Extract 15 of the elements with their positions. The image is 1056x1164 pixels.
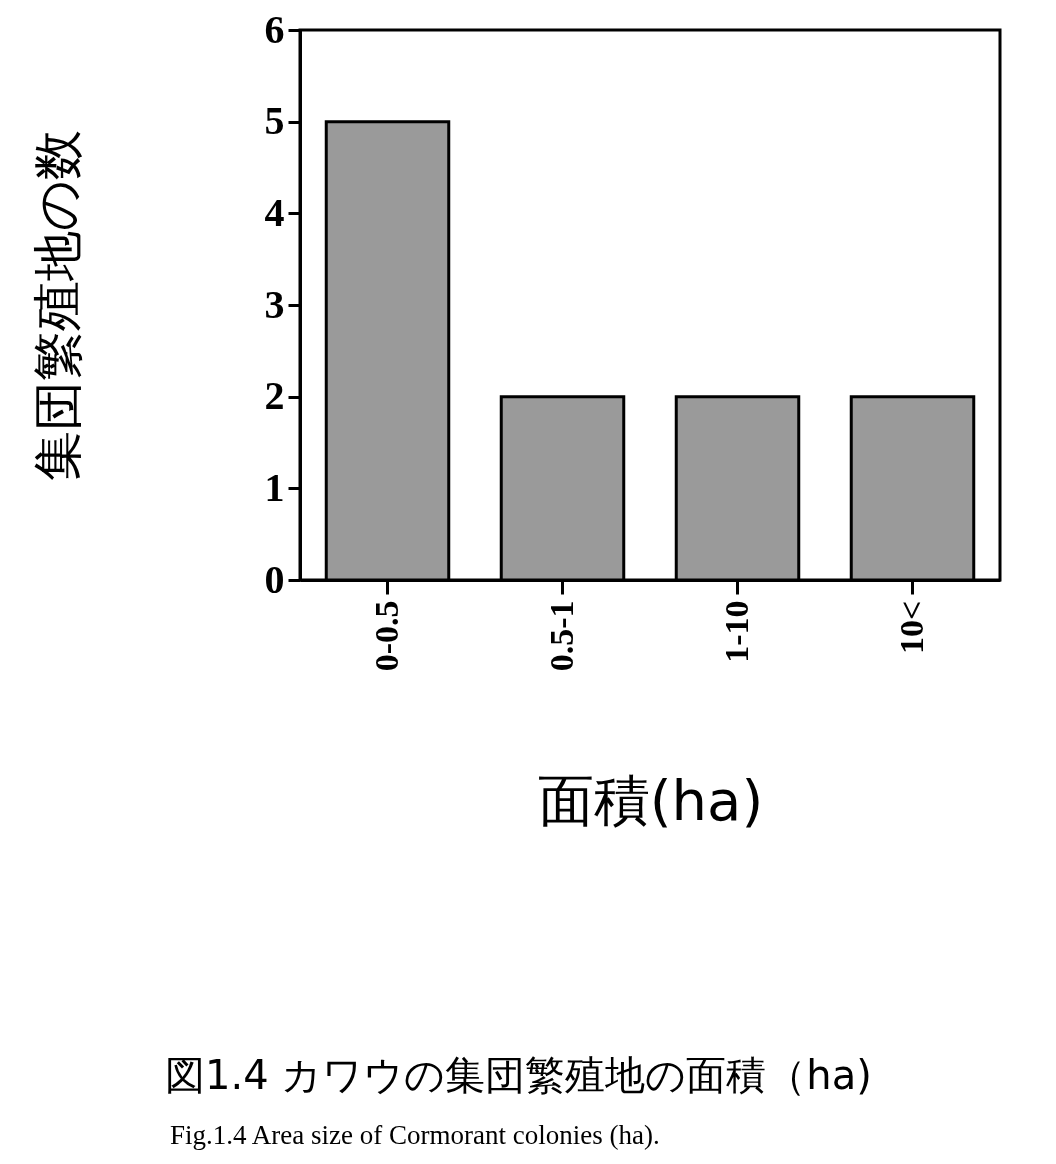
caption: Fig.1.4 Area size of Cormorant colonies (ha).: [170, 1120, 660, 1151]
caption: 図1.4 カワウの集団繁殖地の面積（ha): [165, 1051, 872, 1100]
x-axis-title: 面積(ha): [537, 768, 764, 834]
y-tick-label: 6: [264, 6, 285, 52]
y-axis-title: 集団繁殖地の数: [28, 130, 87, 481]
x-tick-label: 10<: [892, 600, 930, 654]
y-tick-label: 0: [264, 556, 285, 602]
x-tick-label: 1-10: [717, 600, 755, 663]
x-tick-label: 0.5-1: [542, 600, 580, 672]
y-tick-label: 1: [264, 464, 285, 510]
y-tick-label: 4: [264, 189, 285, 235]
y-tick-label: 5: [264, 98, 285, 144]
x-tick-label: 0-0.5: [367, 600, 405, 672]
y-tick-label: 3: [264, 281, 285, 327]
y-tick-label: 2: [264, 373, 285, 419]
